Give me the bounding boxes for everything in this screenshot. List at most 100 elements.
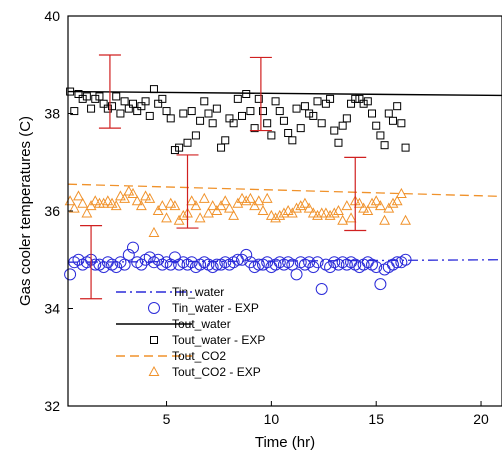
series-tout-co2 xyxy=(67,183,502,198)
data-point xyxy=(198,192,210,203)
data-point xyxy=(282,204,294,215)
x-tick-label: 20 xyxy=(473,411,489,427)
data-point xyxy=(187,107,196,116)
data-point xyxy=(119,192,131,203)
data-point xyxy=(270,212,282,223)
data-point xyxy=(391,195,403,206)
legend: Tin_water Tin_water - EXP Tout_water Tout_w… xyxy=(116,285,265,379)
data-point xyxy=(282,256,295,269)
data-point xyxy=(290,268,303,281)
data-point xyxy=(203,207,214,218)
data-point xyxy=(161,212,172,223)
data-point xyxy=(246,107,255,116)
data-point xyxy=(265,209,277,220)
data-point xyxy=(240,248,253,261)
data-point xyxy=(78,94,87,103)
data-point xyxy=(334,138,343,147)
data-point xyxy=(232,197,244,208)
data-point xyxy=(326,94,335,103)
data-point xyxy=(228,209,240,220)
data-point xyxy=(236,192,248,203)
data-point xyxy=(370,195,382,206)
data-point xyxy=(380,141,389,150)
x-axis-label: Time (hr) xyxy=(255,434,315,451)
data-point xyxy=(127,187,139,198)
legend-entry: Tin_water xyxy=(116,285,224,299)
data-point xyxy=(338,121,347,130)
data-point xyxy=(263,119,272,128)
data-point xyxy=(372,121,381,130)
data-point xyxy=(166,114,175,123)
data-point xyxy=(198,256,211,269)
data-point xyxy=(240,195,252,206)
error-bar xyxy=(98,54,121,129)
data-point xyxy=(225,114,234,123)
legend-label: Tin_water xyxy=(172,285,224,299)
data-point xyxy=(309,111,318,120)
y-tick-label: 34 xyxy=(44,301,60,317)
data-point xyxy=(215,200,227,211)
data-point xyxy=(156,200,168,211)
series-tin-water xyxy=(67,259,502,263)
data-point xyxy=(288,136,297,145)
data-point xyxy=(103,104,112,113)
series-tout-co2-exp xyxy=(64,185,411,237)
data-point xyxy=(64,195,76,206)
data-point xyxy=(133,107,142,116)
data-point xyxy=(217,143,226,152)
y-tick-label: 36 xyxy=(44,203,60,219)
data-point xyxy=(191,131,200,140)
data-point xyxy=(284,129,293,137)
data-point xyxy=(254,94,263,103)
series-line xyxy=(67,90,502,97)
series-line xyxy=(67,183,502,198)
data-point xyxy=(393,102,402,111)
data-point xyxy=(397,119,406,128)
data-point xyxy=(347,99,356,108)
data-point xyxy=(74,90,83,98)
data-point xyxy=(95,92,104,101)
axis-ticks: 5 10 15 20 32 34 36 38 40 xyxy=(44,8,489,427)
data-point xyxy=(300,102,309,111)
legend-label: Tout_CO2 xyxy=(172,349,226,363)
data-point xyxy=(123,185,135,196)
data-point xyxy=(224,202,235,213)
data-point xyxy=(196,116,205,125)
data-point xyxy=(141,97,150,106)
data-point xyxy=(391,256,404,269)
data-point xyxy=(267,131,276,140)
data-point xyxy=(368,109,377,118)
data-point xyxy=(183,138,192,147)
data-point xyxy=(164,258,177,271)
data-point xyxy=(376,131,385,140)
data-point xyxy=(345,256,358,269)
data-point xyxy=(70,107,79,116)
data-point xyxy=(370,261,383,274)
data-point xyxy=(355,94,364,103)
data-point xyxy=(149,85,158,94)
data-point xyxy=(401,143,410,152)
data-point xyxy=(68,202,80,213)
data-point xyxy=(135,200,147,211)
data-point xyxy=(144,192,156,203)
data-point xyxy=(173,214,185,225)
data-point xyxy=(353,197,365,208)
data-point xyxy=(179,109,188,118)
data-point xyxy=(221,136,230,145)
data-point xyxy=(106,197,118,208)
data-point xyxy=(229,119,238,128)
data-point xyxy=(114,190,126,201)
series-line xyxy=(67,259,502,263)
data-point xyxy=(374,278,387,291)
legend-label: Tout_water xyxy=(172,317,231,331)
data-point xyxy=(366,197,378,208)
data-point xyxy=(345,212,357,223)
data-point xyxy=(116,109,125,118)
data-point xyxy=(317,119,326,128)
data-point xyxy=(361,256,374,269)
data-point xyxy=(313,97,322,106)
data-point xyxy=(358,202,370,213)
legend-marker-swatch xyxy=(150,336,158,344)
data-point xyxy=(307,207,319,218)
data-point xyxy=(145,111,154,120)
